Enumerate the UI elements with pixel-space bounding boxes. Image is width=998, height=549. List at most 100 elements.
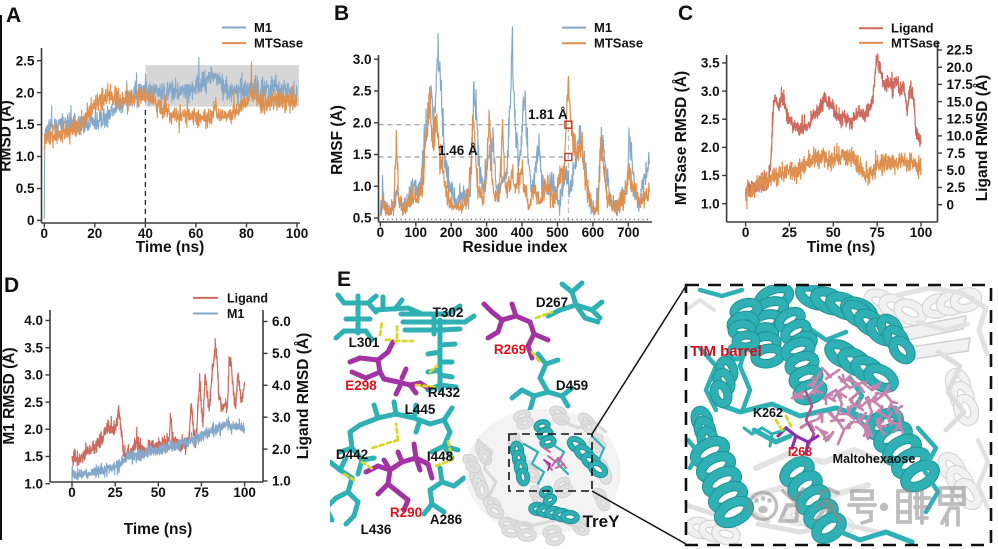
svg-text:D: D [4,274,19,297]
svg-text:2.5: 2.5 [353,84,372,99]
svg-text:3.0: 3.0 [272,410,291,425]
svg-text:2.0: 2.0 [701,140,720,155]
svg-text:3.5: 3.5 [701,56,720,71]
svg-text:E: E [337,268,351,291]
svg-text:I263: I263 [788,445,812,459]
svg-text:2.0: 2.0 [24,422,43,437]
svg-text:7.5: 7.5 [947,146,966,161]
svg-text:80: 80 [239,226,254,241]
svg-text:C: C [678,2,693,25]
svg-text:0: 0 [377,225,385,240]
svg-text:1.0: 1.0 [16,149,35,164]
svg-text:0: 0 [68,485,76,500]
svg-text:Residue index: Residue index [462,239,567,256]
svg-text:0: 0 [742,225,750,240]
svg-text:1.5: 1.5 [16,117,35,132]
svg-text:100: 100 [405,225,428,240]
svg-text:L436: L436 [361,522,392,537]
svg-text:0: 0 [947,197,955,212]
svg-text:M1: M1 [227,307,244,321]
svg-text:20.0: 20.0 [947,60,973,75]
svg-text:1.0: 1.0 [24,476,43,491]
svg-text:A: A [6,4,21,27]
svg-text:R432: R432 [428,385,460,400]
svg-text:6.0: 6.0 [272,314,291,329]
svg-text:MTSase RMSD (Å): MTSase RMSD (Å) [673,71,690,205]
svg-text:3.0: 3.0 [701,84,720,99]
svg-text:25: 25 [782,225,798,240]
svg-text:L445: L445 [405,402,436,417]
svg-text:Ligand RMSD (Å): Ligand RMSD (Å) [974,75,991,202]
svg-text:1.5: 1.5 [701,168,720,183]
svg-text:2.5: 2.5 [24,395,43,410]
svg-text:5.0: 5.0 [272,346,291,361]
svg-text:2.0: 2.0 [16,85,35,100]
svg-text:MTSase: MTSase [254,36,303,51]
svg-text:D267: D267 [536,295,568,310]
svg-text:MTSase: MTSase [594,36,643,51]
svg-text:75: 75 [870,225,886,240]
svg-text:75: 75 [194,485,210,500]
svg-text:TreY: TreY [583,512,621,531]
svg-text:20: 20 [87,226,102,241]
svg-text:0: 0 [41,226,49,241]
svg-text:300: 300 [475,225,498,240]
svg-text:10.0: 10.0 [947,129,973,144]
svg-text:A286: A286 [430,512,463,527]
svg-text:Ligand RMSD (Å): Ligand RMSD (Å) [295,333,312,460]
svg-text:5.0: 5.0 [947,163,966,178]
svg-text:I448: I448 [427,449,454,464]
svg-text:100: 100 [286,226,309,241]
svg-text:12.5: 12.5 [947,111,974,126]
svg-text:D459: D459 [556,378,588,393]
svg-text:Time (ns): Time (ns) [136,239,205,256]
svg-text:RMSD (Å): RMSD (Å) [0,100,15,171]
svg-text:B: B [334,2,349,25]
svg-text:2.5: 2.5 [947,180,966,195]
svg-text:Maltohexaose: Maltohexaose [833,452,916,466]
svg-text:0: 0 [27,213,35,228]
svg-text:1.46 Å: 1.46 Å [438,143,478,158]
svg-text:4.0: 4.0 [272,378,291,393]
svg-text:60: 60 [188,226,203,241]
svg-text:MTSase: MTSase [891,35,940,50]
svg-text:1.0: 1.0 [272,474,291,489]
svg-text:50: 50 [826,225,841,240]
svg-text:500: 500 [546,225,569,240]
svg-text:K262: K262 [753,406,783,420]
svg-text:0.5: 0.5 [353,211,372,226]
svg-text:17.5: 17.5 [947,77,974,92]
svg-text:2.0: 2.0 [272,442,291,457]
svg-text:1.81 Å: 1.81 Å [528,107,568,122]
svg-text:22.5: 22.5 [947,43,974,58]
svg-text:3.5: 3.5 [24,340,43,355]
svg-text:Ligand: Ligand [891,21,934,36]
svg-text:M1 RMSD (Å): M1 RMSD (Å) [1,347,18,444]
svg-text:Time (ns): Time (ns) [124,521,193,538]
svg-text:4.0: 4.0 [24,313,43,328]
svg-text:400: 400 [511,225,534,240]
svg-text:50: 50 [151,485,166,500]
svg-text:1.0: 1.0 [353,179,372,194]
svg-text:R269: R269 [494,342,526,357]
svg-text:600: 600 [582,225,605,240]
svg-text:1.0: 1.0 [701,196,720,211]
svg-text:M1: M1 [594,20,612,35]
svg-text:TIM barrel: TIM barrel [690,343,762,360]
svg-text:Time (ns): Time (ns) [807,239,876,256]
svg-text:L301: L301 [349,335,380,350]
svg-text:R290: R290 [390,505,422,520]
svg-text:3.0: 3.0 [353,52,372,67]
svg-text:200: 200 [440,225,463,240]
svg-text:RMSF (Å): RMSF (Å) [330,105,346,175]
svg-text:M1: M1 [254,20,272,35]
svg-text:2.0: 2.0 [353,116,372,131]
svg-text:100: 100 [233,485,256,500]
svg-text:1.5: 1.5 [353,147,372,162]
svg-text:E298: E298 [345,378,377,393]
svg-text:3.0: 3.0 [24,368,43,383]
svg-text:15.0: 15.0 [947,94,973,109]
svg-text:0.5: 0.5 [16,181,35,196]
svg-text:100: 100 [910,225,933,240]
svg-text:D442: D442 [336,447,368,462]
